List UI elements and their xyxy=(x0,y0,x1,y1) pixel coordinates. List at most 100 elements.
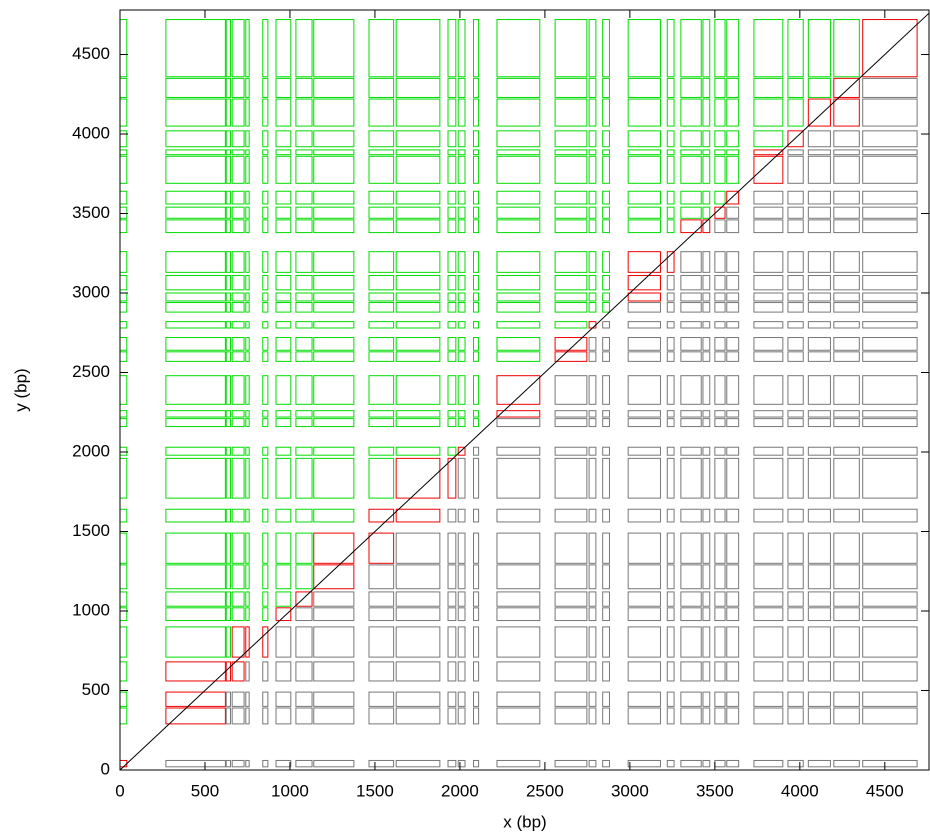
interval-rect xyxy=(225,375,231,405)
interval-rect xyxy=(275,98,292,127)
y-tick-label: 500 xyxy=(82,680,110,699)
interval-rect xyxy=(680,19,702,78)
interval-rect xyxy=(231,457,245,499)
interval-rect xyxy=(447,410,457,418)
interval-rect xyxy=(714,661,726,682)
interval-rect xyxy=(833,337,860,351)
interval-rect xyxy=(119,98,128,127)
interval-rect xyxy=(862,206,918,219)
interval-rect xyxy=(833,321,860,329)
y-tick-label: 3000 xyxy=(72,282,110,301)
interval-rect xyxy=(313,130,355,148)
interval-rect xyxy=(862,190,918,205)
interval-rect xyxy=(295,759,313,768)
interval-rect xyxy=(231,206,245,219)
interval-rect xyxy=(447,77,457,98)
interval-rect xyxy=(666,351,675,362)
interval-rect xyxy=(473,337,480,351)
interval-rect xyxy=(726,275,740,291)
interval-rect xyxy=(119,19,128,78)
interval-rect xyxy=(262,155,269,184)
interval-rect xyxy=(554,532,588,564)
interval-rect xyxy=(833,626,860,658)
interval-rect xyxy=(496,149,541,156)
x-tick-label: 4500 xyxy=(866,781,904,800)
interval-rect xyxy=(119,375,128,405)
interval-rect xyxy=(262,661,269,682)
interval-rect xyxy=(588,508,597,523)
interval-rect xyxy=(702,77,711,98)
interval-rect xyxy=(395,591,441,607)
interval-rect xyxy=(807,591,831,607)
interval-rect xyxy=(245,251,250,273)
interval-rect xyxy=(588,77,597,98)
interval-rect xyxy=(225,77,231,98)
interval-rect xyxy=(262,321,269,329)
interval-rect xyxy=(787,302,804,313)
interval-rect xyxy=(119,446,128,456)
interval-rect xyxy=(119,149,128,156)
interval-rect xyxy=(395,707,441,725)
interval-rect xyxy=(395,508,441,523)
interval-rect xyxy=(295,275,313,291)
interval-rect xyxy=(313,532,355,564)
interval-rect xyxy=(787,275,804,291)
interval-rect xyxy=(165,626,226,658)
interval-rect xyxy=(833,292,860,302)
interval-rect xyxy=(554,302,588,313)
interval-rect xyxy=(702,375,711,405)
interval-rect xyxy=(395,98,441,127)
interval-rect xyxy=(588,691,597,707)
interval-rect xyxy=(262,98,269,127)
interval-rect xyxy=(245,19,250,78)
interval-rect xyxy=(807,130,831,148)
interval-rect xyxy=(753,707,784,725)
interval-rect xyxy=(473,130,480,148)
interval-rect xyxy=(702,607,711,622)
interval-rect xyxy=(119,508,128,523)
interval-rect xyxy=(666,321,675,329)
interval-rect xyxy=(262,130,269,148)
interval-rect xyxy=(165,446,226,456)
interval-rect xyxy=(787,607,804,622)
interval-rect xyxy=(295,564,313,590)
interval-rect xyxy=(666,591,675,607)
interval-rect xyxy=(602,321,610,329)
interval-rect xyxy=(702,661,711,682)
interval-rect xyxy=(225,351,231,362)
interval-rect xyxy=(457,418,466,428)
interval-rect xyxy=(627,626,661,658)
interval-rect xyxy=(714,302,726,313)
interval-rect xyxy=(753,149,784,156)
interval-rect xyxy=(602,98,610,127)
interval-rect xyxy=(496,707,541,725)
interval-rect xyxy=(726,532,740,564)
interval-rect xyxy=(680,375,702,405)
interval-rect xyxy=(165,410,226,418)
interval-rect xyxy=(395,607,441,622)
interval-rect xyxy=(262,275,269,291)
interval-rect xyxy=(165,130,226,148)
interval-rect xyxy=(862,302,918,313)
interval-rect xyxy=(787,292,804,302)
interval-rect xyxy=(714,206,726,219)
interval-rect xyxy=(275,607,292,622)
interval-rect xyxy=(119,190,128,205)
interval-rect xyxy=(496,302,541,313)
interval-rect xyxy=(787,375,804,405)
interval-rect xyxy=(833,77,860,98)
interval-rect xyxy=(275,190,292,205)
interval-rect xyxy=(262,351,269,362)
interval-rect xyxy=(833,219,860,234)
interval-rect xyxy=(753,418,784,428)
interval-rect xyxy=(807,190,831,205)
interval-rect xyxy=(588,759,597,768)
interval-rect xyxy=(554,206,588,219)
interval-rect xyxy=(395,77,441,98)
interval-rect xyxy=(833,302,860,313)
interval-rect xyxy=(231,275,245,291)
interval-rect xyxy=(165,321,226,329)
interval-rect xyxy=(496,418,541,428)
interval-rect xyxy=(702,591,711,607)
